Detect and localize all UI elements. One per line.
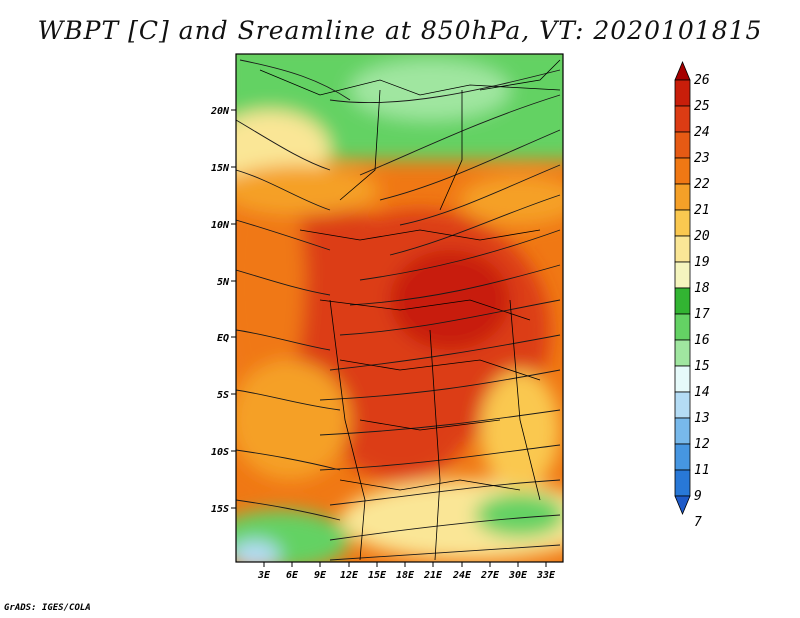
x-tick-label: 3E [257, 570, 271, 581]
colorbar-swatch [674, 391, 691, 419]
colorbar-swatch [674, 209, 691, 237]
x-axis: 3E 6E 9E 12E 15E 18E 21E 24E 27E 30E 33E [257, 562, 556, 581]
colorbar-swatch [674, 365, 691, 393]
x-tick-label: 9E [314, 570, 327, 581]
colorbar-min-arrow [674, 495, 691, 516]
colorbar-label: 16 [694, 333, 710, 348]
colorbar-label: 18 [694, 281, 710, 296]
colorbar: 26 25 24 23 22 21 20 19 18 17 16 15 14 13 12 11 9 7 [674, 60, 710, 530]
x-tick-label: 18E [396, 570, 415, 581]
y-tick-label: 5S [217, 390, 229, 401]
colorbar-swatch [674, 157, 691, 185]
colorbar-label: 17 [694, 307, 710, 322]
colorbar-swatch [674, 79, 691, 107]
colorbar-label: 7 [694, 515, 702, 530]
y-axis: 20N 15N 10N 5N EQ 5S 10S 15S [210, 106, 236, 515]
colorbar-swatch [674, 313, 691, 341]
colorbar-swatch [674, 287, 691, 315]
colorbar-label: 9 [694, 489, 702, 504]
colorbar-label: 23 [694, 151, 710, 166]
colorbar-swatch [674, 261, 691, 289]
credit-label: GrADS: IGES/COLA [4, 603, 91, 613]
borders [259, 59, 561, 561]
colorbar-label: 21 [694, 203, 710, 218]
colorbar-swatch [674, 183, 691, 211]
y-tick-label: 10S [211, 447, 229, 458]
y-tick-label: 20N [210, 106, 230, 117]
colorbar-swatch [674, 339, 691, 367]
colorbar-swatch [674, 469, 691, 497]
x-tick-label: 15E [368, 570, 387, 581]
colorbar-label: 13 [694, 411, 710, 426]
colorbar-swatch [674, 235, 691, 263]
x-tick-label: 6E [286, 570, 299, 581]
colorbar-label: 24 [694, 125, 710, 140]
x-tick-label: 33E [536, 570, 556, 581]
x-tick-label: 12E [340, 570, 359, 581]
colorbar-swatch [674, 131, 691, 159]
colorbar-swatch [674, 443, 691, 471]
wbpt-shading [236, 54, 563, 562]
colorbar-label: 26 [694, 73, 710, 88]
y-tick-label: 10N [211, 220, 230, 231]
y-tick-label: 15S [211, 504, 229, 515]
colorbar-label: 22 [694, 177, 710, 192]
colorbar-swatch [674, 105, 691, 133]
y-tick-label: EQ [217, 333, 229, 344]
colorbar-label: 15 [694, 359, 710, 374]
colorbar-max-arrow [674, 60, 691, 81]
y-tick-label: 5N [217, 277, 230, 288]
x-tick-label: 30E [508, 570, 528, 581]
colorbar-label: 14 [694, 385, 710, 400]
colorbar-label: 12 [694, 437, 710, 452]
y-tick-label: 15N [211, 163, 230, 174]
x-tick-label: 24E [452, 570, 472, 581]
colorbar-label: 19 [694, 255, 710, 270]
x-tick-label: 21E [423, 570, 443, 581]
colorbar-swatch [674, 417, 691, 445]
streamlines [236, 59, 561, 561]
chart-title: WBPT [C] and Sreamline at 850hPa, VT: 20… [37, 16, 763, 45]
colorbar-label: 11 [694, 463, 710, 478]
colorbar-label: 20 [694, 229, 710, 244]
colorbar-label: 25 [694, 99, 710, 114]
x-tick-label: 27E [480, 570, 500, 581]
map-frame [235, 53, 564, 563]
